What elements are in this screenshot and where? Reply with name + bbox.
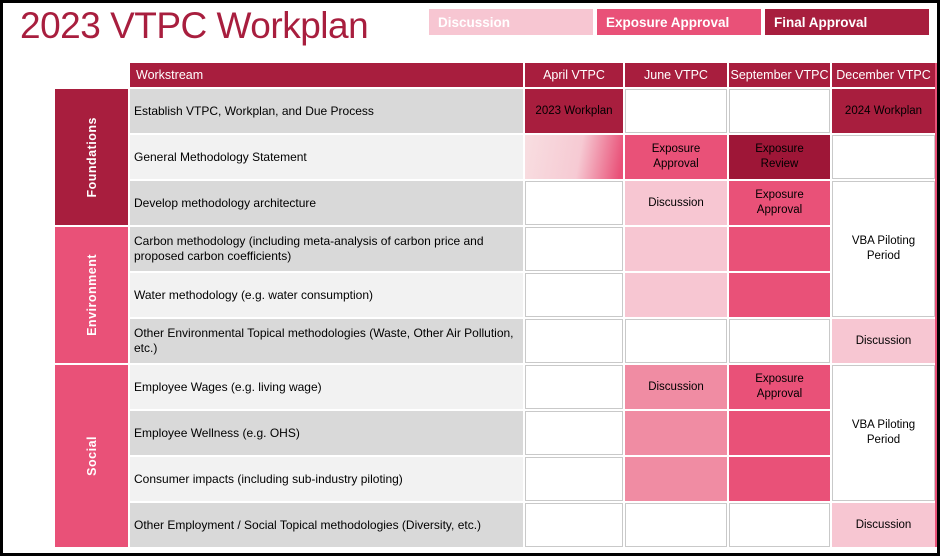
workstream-develop-architecture: Develop methodology architecture	[130, 181, 523, 225]
cell-architecture-september: Exposure Approval	[729, 181, 830, 225]
workstream-water-methodology: Water methodology (e.g. water consumptio…	[130, 273, 523, 317]
column-header-december: December VTPC	[832, 63, 935, 87]
cell-other-social-april	[525, 503, 623, 547]
legend-item-discussion: Discussion	[429, 9, 593, 35]
column-header-september: September VTPC	[729, 63, 830, 87]
cell-wages-september: Exposure Approval	[729, 365, 830, 409]
cell-wages-april	[525, 365, 623, 409]
workstream-other-environmental: Other Environmental Topical methodologie…	[130, 319, 523, 363]
category-foundations: Foundations	[55, 89, 128, 225]
workstream-consumer-impacts: Consumer impacts (including sub-industry…	[130, 457, 523, 501]
cell-other-env-april	[525, 319, 623, 363]
cell-establish-december: 2024 Workplan	[832, 89, 935, 133]
cell-establish-september	[729, 89, 830, 133]
workstream-general-methodology: General Methodology Statement	[130, 135, 523, 179]
workstream-carbon-methodology: Carbon methodology (including meta-analy…	[130, 227, 523, 271]
cell-carbon-september	[729, 227, 830, 271]
column-header-april: April VTPC	[525, 63, 623, 87]
cell-consumer-september	[729, 457, 830, 501]
cell-wages-june: Discussion	[625, 365, 727, 409]
cell-carbon-april	[525, 227, 623, 271]
cell-wellness-september	[729, 411, 830, 455]
workstream-establish-vtpc: Establish VTPC, Workplan, and Due Proces…	[130, 89, 523, 133]
cell-establish-june	[625, 89, 727, 133]
cell-establish-april: 2023 Workplan	[525, 89, 623, 133]
cell-water-april	[525, 273, 623, 317]
legend: Discussion Exposure Approval Final Appro…	[429, 9, 929, 35]
column-header-workstream: Workstream	[130, 63, 523, 87]
cell-water-june	[625, 273, 727, 317]
cell-other-env-december: Discussion	[832, 319, 935, 363]
cell-water-september	[729, 273, 830, 317]
cell-other-social-december: Discussion	[832, 503, 935, 547]
cell-wellness-june	[625, 411, 727, 455]
category-social: Social	[55, 365, 128, 547]
cell-general-june: Exposure Approval	[625, 135, 727, 179]
category-foundations-label: Foundations	[84, 116, 99, 198]
cell-architecture-june: Discussion	[625, 181, 727, 225]
legend-item-exposure-approval: Exposure Approval	[597, 9, 761, 35]
cell-architecture-april	[525, 181, 623, 225]
category-environment-label: Environment	[84, 254, 99, 336]
cell-other-social-june	[625, 503, 727, 547]
workplan-table: Workstream April VTPC June VTPC Septembe…	[55, 63, 937, 547]
cell-general-september: Exposure Review	[729, 135, 830, 179]
cell-other-env-september	[729, 319, 830, 363]
cell-general-april-gradient	[525, 135, 623, 179]
cell-wellness-april	[525, 411, 623, 455]
category-social-label: Social	[84, 436, 99, 476]
workstream-other-social: Other Employment / Social Topical method…	[130, 503, 523, 547]
column-header-june: June VTPC	[625, 63, 727, 87]
workstream-employee-wages: Employee Wages (e.g. living wage)	[130, 365, 523, 409]
category-environment: Environment	[55, 227, 128, 363]
cell-consumer-april	[525, 457, 623, 501]
legend-item-final-approval: Final Approval	[765, 9, 929, 35]
page-title: 2023 VTPC Workplan	[20, 5, 369, 46]
workstream-employee-wellness: Employee Wellness (e.g. OHS)	[130, 411, 523, 455]
cell-vba-piloting-period-1: VBA Piloting Period	[832, 181, 935, 317]
cell-vba-piloting-period-2: VBA Piloting Period	[832, 365, 935, 501]
cell-other-social-september	[729, 503, 830, 547]
cell-carbon-june	[625, 227, 727, 271]
cell-consumer-june	[625, 457, 727, 501]
cell-general-december	[832, 135, 935, 179]
cell-other-env-june	[625, 319, 727, 363]
